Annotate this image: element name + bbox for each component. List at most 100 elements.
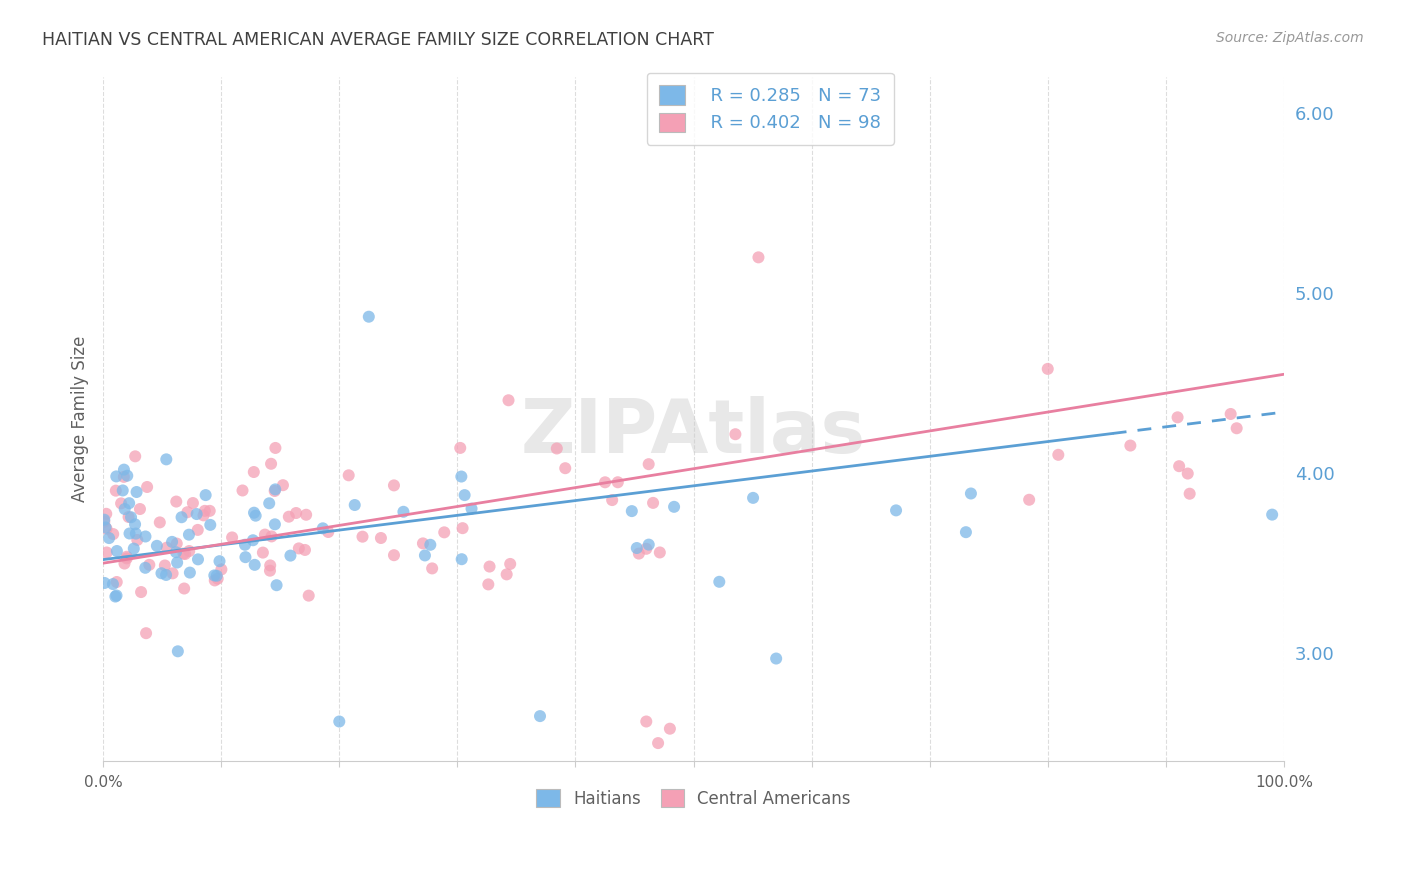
Point [252,546,274,560]
Point [554,461,576,475]
Point [264,441,287,455]
Point [637,538,659,552]
Point [205,568,228,582]
Point [280,549,302,563]
Point [112,470,135,484]
Point [243,506,266,520]
Point [1018,492,1040,507]
Point [114,502,136,516]
Point [382,478,405,492]
Point [117,510,139,524]
Point [155,452,177,467]
Point [174,547,197,561]
Point [298,589,321,603]
Point [606,475,628,490]
Point [478,559,501,574]
Point [884,503,907,517]
Point [105,589,128,603]
Point [117,468,139,483]
Point [264,483,287,497]
Point [357,310,380,324]
Point [166,556,188,570]
Point [1261,508,1284,522]
Point [96,522,118,536]
Point [155,568,177,582]
Point [181,496,204,510]
Point [187,523,209,537]
Y-axis label: Average Family Size: Average Family Size [72,336,89,502]
Point [271,478,294,492]
Point [198,504,221,518]
Point [498,393,520,408]
Point [122,541,145,556]
Point [1178,486,1201,500]
Point [259,558,281,573]
Point [1168,459,1191,474]
Point [150,566,173,581]
Point [960,486,983,500]
Point [392,505,415,519]
Point [193,508,215,523]
Point [620,504,643,518]
Point [449,441,471,455]
Point [641,496,664,510]
Point [120,510,142,524]
Point [420,561,443,575]
Point [243,465,266,479]
Point [412,536,434,550]
Point [165,494,187,508]
Point [98,531,121,545]
Point [104,590,127,604]
Point [173,582,195,596]
Point [93,513,115,527]
Point [495,567,517,582]
Point [648,545,671,559]
Point [294,543,316,558]
Point [127,533,149,547]
Point [382,548,405,562]
Point [662,500,685,514]
Point [658,722,681,736]
Point [419,538,441,552]
Point [1167,410,1189,425]
Point [115,551,138,566]
Point [115,549,138,564]
Point [170,510,193,524]
Point [134,561,156,575]
Point [202,568,225,582]
Point [529,709,551,723]
Point [231,483,253,498]
Point [264,517,287,532]
Point [233,538,256,552]
Point [96,507,118,521]
Point [260,529,283,543]
Point [103,527,125,541]
Point [177,527,200,541]
Point [1226,421,1249,435]
Point [111,483,134,498]
Point [260,457,283,471]
Point [253,527,276,541]
Point [499,557,522,571]
Point [259,564,281,578]
Point [328,714,350,729]
Point [94,520,117,534]
Point [125,485,148,500]
Point [105,574,128,589]
Point [765,651,787,665]
Text: ZIPAtlas: ZIPAtlas [522,396,866,469]
Point [153,558,176,573]
Point [709,574,731,589]
Point [160,534,183,549]
Point [104,483,127,498]
Point [194,488,217,502]
Point [110,496,132,510]
Point [453,488,475,502]
Point [433,525,456,540]
Point [118,496,141,510]
Point [343,498,366,512]
Point [187,552,209,566]
Point [136,480,159,494]
Point [546,442,568,456]
Point [149,516,172,530]
